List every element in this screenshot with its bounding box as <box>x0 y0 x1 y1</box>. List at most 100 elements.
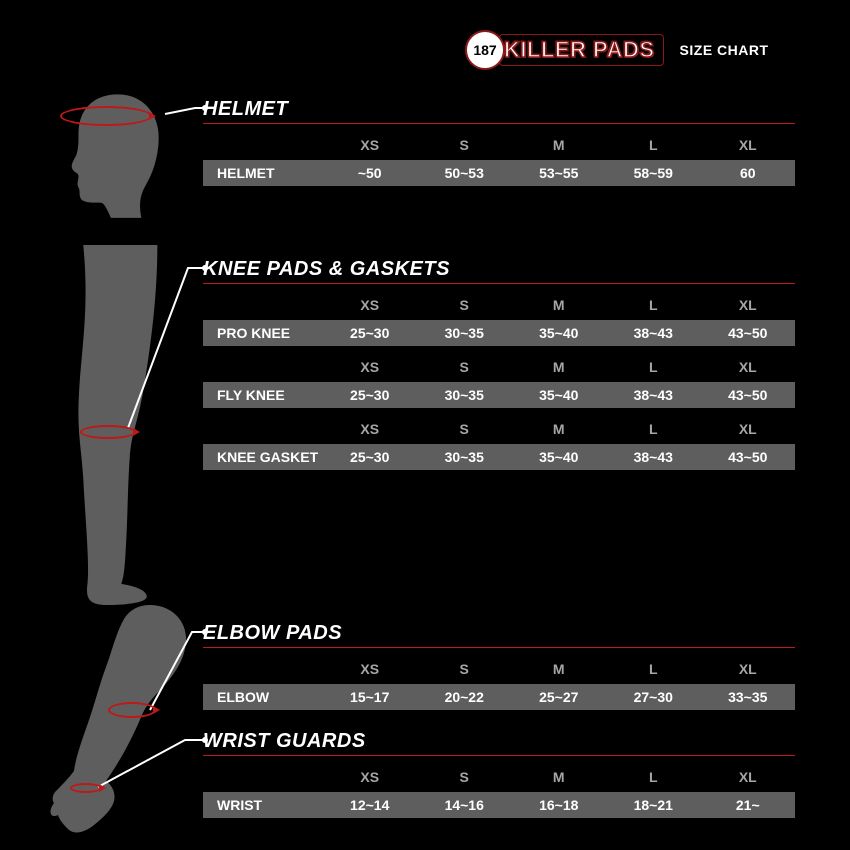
size-header-cell: XL <box>701 359 796 375</box>
size-table: .XSSMLXLPRO KNEE25~3030~3535~4038~4343~5… <box>203 292 795 346</box>
size-value-cell: ~50 <box>322 165 417 181</box>
logo-brand-text: KILLER PADS <box>499 34 664 66</box>
table-row: KNEE GASKET25~3030~3535~4038~4343~50 <box>203 444 795 470</box>
size-value-cell: 27~30 <box>606 689 701 705</box>
size-header-cell: S <box>417 769 512 785</box>
size-header-cell: S <box>417 421 512 437</box>
table-header-row: .XSSMLXL <box>203 656 795 682</box>
size-table: .XSSMLXLHELMET~5050~5353~5558~5960 <box>203 132 795 186</box>
size-header-cell: XS <box>322 769 417 785</box>
size-header-cell: M <box>511 661 606 677</box>
table-row: ELBOW15~1720~2225~2727~3033~35 <box>203 684 795 710</box>
size-value-cell: 20~22 <box>417 689 512 705</box>
size-value-cell: 38~43 <box>606 387 701 403</box>
table-row: HELMET~5050~5353~5558~5960 <box>203 160 795 186</box>
row-label: KNEE GASKET <box>203 449 322 465</box>
ring-arrow-icon <box>149 112 156 120</box>
measurement-ring <box>60 106 152 126</box>
table-header-row: .XSSMLXL <box>203 132 795 158</box>
table-row: FLY KNEE25~3030~3535~4038~4343~50 <box>203 382 795 408</box>
size-table: .XSSMLXLWRIST12~1414~1616~1818~2121~ <box>203 764 795 818</box>
ring-arrow-icon <box>99 784 106 792</box>
measurement-ring <box>70 783 102 793</box>
section-helmet: HELMET.XSSMLXLHELMET~5050~5353~5558~5960 <box>203 98 795 186</box>
size-value-cell: 21~ <box>701 797 796 813</box>
table-header-row: .XSSMLXL <box>203 416 795 442</box>
size-value-cell: 25~30 <box>322 449 417 465</box>
section-title: KNEE PADS & GASKETS <box>203 258 795 284</box>
table-header-row: .XSSMLXL <box>203 292 795 318</box>
size-header-cell: XL <box>701 137 796 153</box>
row-label: HELMET <box>203 165 322 181</box>
size-header-cell: M <box>511 359 606 375</box>
size-header-cell: L <box>606 359 701 375</box>
size-value-cell: 43~50 <box>701 325 796 341</box>
size-table: .XSSMLXLFLY KNEE25~3030~3535~4038~4343~5… <box>203 354 795 408</box>
section-wrist-guards: WRIST GUARDS.XSSMLXLWRIST12~1414~1616~18… <box>203 730 795 818</box>
size-header-cell: XL <box>701 421 796 437</box>
measurement-ring <box>108 702 156 718</box>
size-table: .XSSMLXLELBOW15~1720~2225~2727~3033~35 <box>203 656 795 710</box>
section-title: HELMET <box>203 98 795 124</box>
size-value-cell: 15~17 <box>322 689 417 705</box>
size-value-cell: 53~55 <box>511 165 606 181</box>
ring-arrow-icon <box>153 706 160 714</box>
size-value-cell: 25~30 <box>322 325 417 341</box>
size-header-cell: L <box>606 297 701 313</box>
size-value-cell: 58~59 <box>606 165 701 181</box>
size-header-cell: S <box>417 137 512 153</box>
size-header-cell: L <box>606 769 701 785</box>
size-header-cell: M <box>511 421 606 437</box>
row-label: WRIST <box>203 797 322 813</box>
size-header-cell: XS <box>322 421 417 437</box>
size-header-cell: L <box>606 661 701 677</box>
table-row: PRO KNEE25~3030~3535~4038~4343~50 <box>203 320 795 346</box>
size-value-cell: 60 <box>701 165 796 181</box>
size-header-cell: XL <box>701 297 796 313</box>
size-value-cell: 25~27 <box>511 689 606 705</box>
size-header-cell: XS <box>322 297 417 313</box>
size-header-cell: XS <box>322 661 417 677</box>
size-header-cell: S <box>417 661 512 677</box>
size-value-cell: 25~30 <box>322 387 417 403</box>
size-value-cell: 43~50 <box>701 387 796 403</box>
size-header-cell: L <box>606 137 701 153</box>
size-value-cell: 12~14 <box>322 797 417 813</box>
size-value-cell: 43~50 <box>701 449 796 465</box>
size-header-cell: XL <box>701 769 796 785</box>
ring-arrow-icon <box>133 428 140 436</box>
size-value-cell: 33~35 <box>701 689 796 705</box>
section-title: ELBOW PADS <box>203 622 795 648</box>
row-label: FLY KNEE <box>203 387 322 403</box>
size-header-cell: S <box>417 297 512 313</box>
size-chart-label: SIZE CHART <box>680 42 769 58</box>
size-value-cell: 14~16 <box>417 797 512 813</box>
size-value-cell: 30~35 <box>417 387 512 403</box>
size-header-cell: M <box>511 137 606 153</box>
size-header-cell: XS <box>322 359 417 375</box>
section-title: WRIST GUARDS <box>203 730 795 756</box>
size-value-cell: 16~18 <box>511 797 606 813</box>
size-header-cell: S <box>417 359 512 375</box>
size-value-cell: 35~40 <box>511 449 606 465</box>
size-value-cell: 35~40 <box>511 387 606 403</box>
table-row: WRIST12~1414~1616~1818~2121~ <box>203 792 795 818</box>
size-value-cell: 35~40 <box>511 325 606 341</box>
brand-logo: 187 KILLER PADS SIZE CHART <box>465 30 769 70</box>
size-value-cell: 30~35 <box>417 325 512 341</box>
arm-silhouette <box>50 605 200 835</box>
logo-badge: 187 <box>465 30 505 70</box>
measurement-ring <box>80 425 136 439</box>
size-header-cell: M <box>511 297 606 313</box>
size-header-cell: L <box>606 421 701 437</box>
size-value-cell: 38~43 <box>606 325 701 341</box>
row-label: PRO KNEE <box>203 325 322 341</box>
table-header-row: .XSSMLXL <box>203 764 795 790</box>
size-value-cell: 38~43 <box>606 449 701 465</box>
size-header-cell: M <box>511 769 606 785</box>
size-value-cell: 50~53 <box>417 165 512 181</box>
size-value-cell: 30~35 <box>417 449 512 465</box>
row-label: ELBOW <box>203 689 322 705</box>
size-value-cell: 18~21 <box>606 797 701 813</box>
size-table: .XSSMLXLKNEE GASKET25~3030~3535~4038~434… <box>203 416 795 470</box>
